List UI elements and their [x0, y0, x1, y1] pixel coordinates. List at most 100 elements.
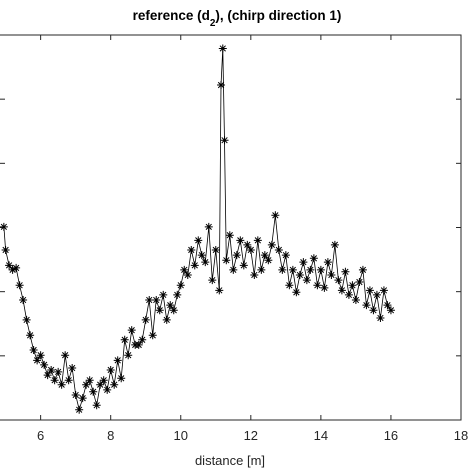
asterisk-marker	[351, 296, 360, 305]
asterisk-marker	[323, 258, 332, 267]
asterisk-marker	[358, 265, 367, 274]
asterisk-marker	[103, 385, 112, 394]
x-tick-label: 12	[244, 428, 258, 443]
chart-title: reference (d2), (chirp direction 1)	[133, 8, 342, 29]
asterisk-marker	[183, 270, 192, 279]
asterisk-marker	[271, 211, 280, 220]
asterisk-marker	[295, 270, 304, 279]
asterisk-marker	[274, 245, 283, 254]
title-part: ), (chirp direction 1)	[215, 8, 341, 23]
asterisk-marker	[243, 240, 252, 249]
asterisk-marker	[327, 270, 336, 279]
x-tick-label: 14	[314, 428, 328, 443]
asterisk-marker	[302, 276, 311, 285]
asterisk-marker	[292, 288, 301, 297]
asterisk-marker	[348, 281, 357, 290]
asterisk-marker	[117, 374, 126, 383]
asterisk-marker	[78, 394, 87, 403]
asterisk-marker	[236, 236, 245, 245]
asterisk-marker	[145, 296, 154, 305]
asterisk-marker	[376, 313, 385, 322]
asterisk-marker	[187, 245, 196, 254]
asterisk-marker	[113, 356, 122, 365]
asterisk-marker	[365, 286, 374, 295]
asterisk-marker	[33, 356, 42, 365]
asterisk-marker	[124, 351, 133, 360]
asterisk-marker	[306, 265, 315, 274]
x-tick-label: 10	[174, 428, 188, 443]
asterisk-marker	[110, 380, 119, 389]
asterisk-marker	[239, 261, 248, 270]
asterisk-marker	[257, 265, 266, 274]
asterisk-marker	[362, 301, 371, 310]
asterisk-marker	[127, 326, 136, 335]
asterisk-marker	[43, 371, 52, 380]
asterisk-marker	[148, 331, 157, 340]
asterisk-marker	[194, 236, 203, 245]
asterisk-marker	[64, 376, 73, 385]
asterisk-marker	[8, 265, 17, 274]
asterisk-marker	[211, 245, 220, 254]
asterisk-marker	[260, 251, 269, 260]
asterisk-marker	[89, 387, 98, 396]
asterisk-marker	[344, 290, 353, 299]
x-tick-label: 8	[107, 428, 114, 443]
asterisk-marker	[369, 306, 378, 315]
asterisk-marker	[15, 281, 24, 290]
asterisk-marker	[96, 380, 105, 389]
asterisk-marker	[54, 367, 63, 376]
asterisk-marker	[141, 315, 150, 324]
asterisk-marker	[264, 256, 273, 265]
asterisk-marker	[341, 267, 350, 276]
asterisk-marker	[50, 376, 59, 385]
asterisk-marker	[250, 270, 259, 279]
asterisk-marker	[82, 380, 91, 389]
asterisk-marker	[201, 258, 210, 267]
asterisk-marker	[225, 231, 234, 240]
asterisk-marker	[0, 222, 8, 231]
asterisk-marker	[330, 240, 339, 249]
asterisk-marker	[92, 401, 101, 410]
x-tick-label: 16	[384, 428, 398, 443]
asterisk-marker	[379, 286, 388, 295]
asterisk-marker	[162, 315, 171, 324]
asterisk-marker	[218, 44, 227, 53]
asterisk-marker	[159, 290, 168, 299]
asterisk-marker	[57, 380, 66, 389]
asterisk-marker	[138, 335, 147, 344]
asterisk-marker	[229, 265, 238, 274]
asterisk-marker	[152, 296, 161, 305]
asterisk-marker	[22, 315, 31, 324]
asterisk-marker	[173, 290, 182, 299]
asterisk-marker	[253, 236, 262, 245]
asterisk-marker	[220, 136, 229, 145]
asterisk-marker	[334, 276, 343, 285]
asterisk-marker	[29, 346, 38, 355]
x-axis-label: distance [m]	[195, 453, 265, 468]
asterisk-marker	[313, 281, 322, 290]
asterisk-marker	[12, 263, 21, 272]
asterisk-marker	[134, 340, 143, 349]
data-line	[3, 48, 392, 412]
asterisk-marker	[383, 301, 392, 310]
title-part: reference (d	[133, 8, 210, 23]
asterisk-marker	[19, 296, 28, 305]
asterisk-marker	[61, 351, 70, 360]
asterisk-marker	[386, 306, 395, 315]
asterisk-marker	[215, 286, 224, 295]
asterisk-marker	[281, 251, 290, 260]
asterisk-marker	[232, 251, 241, 260]
asterisk-marker	[169, 306, 178, 315]
asterisk-marker	[285, 281, 294, 290]
asterisk-marker	[85, 376, 94, 385]
asterisk-marker	[99, 376, 108, 385]
asterisk-marker	[190, 261, 199, 270]
asterisk-marker	[197, 251, 206, 260]
asterisk-marker	[278, 265, 287, 274]
asterisk-marker	[246, 245, 255, 254]
asterisk-marker	[288, 265, 297, 274]
asterisk-marker	[316, 265, 325, 274]
asterisk-marker	[320, 283, 329, 292]
asterisk-marker	[267, 240, 276, 249]
